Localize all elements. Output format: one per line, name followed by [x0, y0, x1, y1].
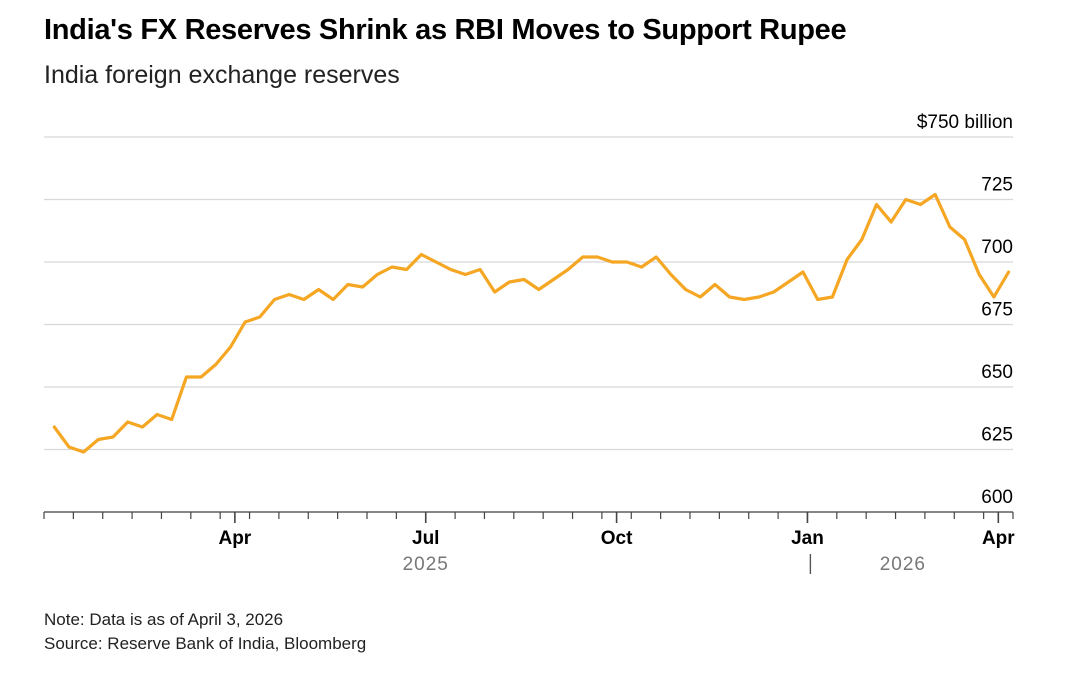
y-tick-label-675: 675 — [981, 300, 1013, 321]
x-tick-label-jul: Jul — [412, 528, 439, 549]
chart-title: India's FX Reserves Shrink as RBI Moves … — [44, 14, 847, 46]
footnote-source: Source: Reserve Bank of India, Bloomberg — [44, 634, 367, 653]
year-label-2026: 2026 — [880, 554, 926, 575]
x-tick-label-apr: Apr — [218, 528, 251, 549]
series-line-0 — [52, 192, 1011, 454]
y-tick-label-600: 600 — [981, 487, 1013, 508]
y-tick-label-625: 625 — [981, 425, 1013, 446]
x-tick-label-jan: Jan — [791, 528, 824, 549]
year-label-2025: 2025 — [403, 554, 449, 575]
x-tick-label-apr: Apr — [982, 528, 1015, 549]
footnote-note: Note: Data is as of April 3, 2026 — [44, 610, 284, 629]
y-tick-label-700: 700 — [981, 237, 1013, 258]
x-tick-label-oct: Oct — [601, 528, 633, 549]
chart-subtitle: India foreign exchange reserves — [44, 61, 400, 89]
y-tick-label-750: $750 billion — [917, 112, 1013, 133]
y-tick-label-650: 650 — [981, 362, 1013, 383]
y-tick-label-725: 725 — [981, 175, 1013, 196]
